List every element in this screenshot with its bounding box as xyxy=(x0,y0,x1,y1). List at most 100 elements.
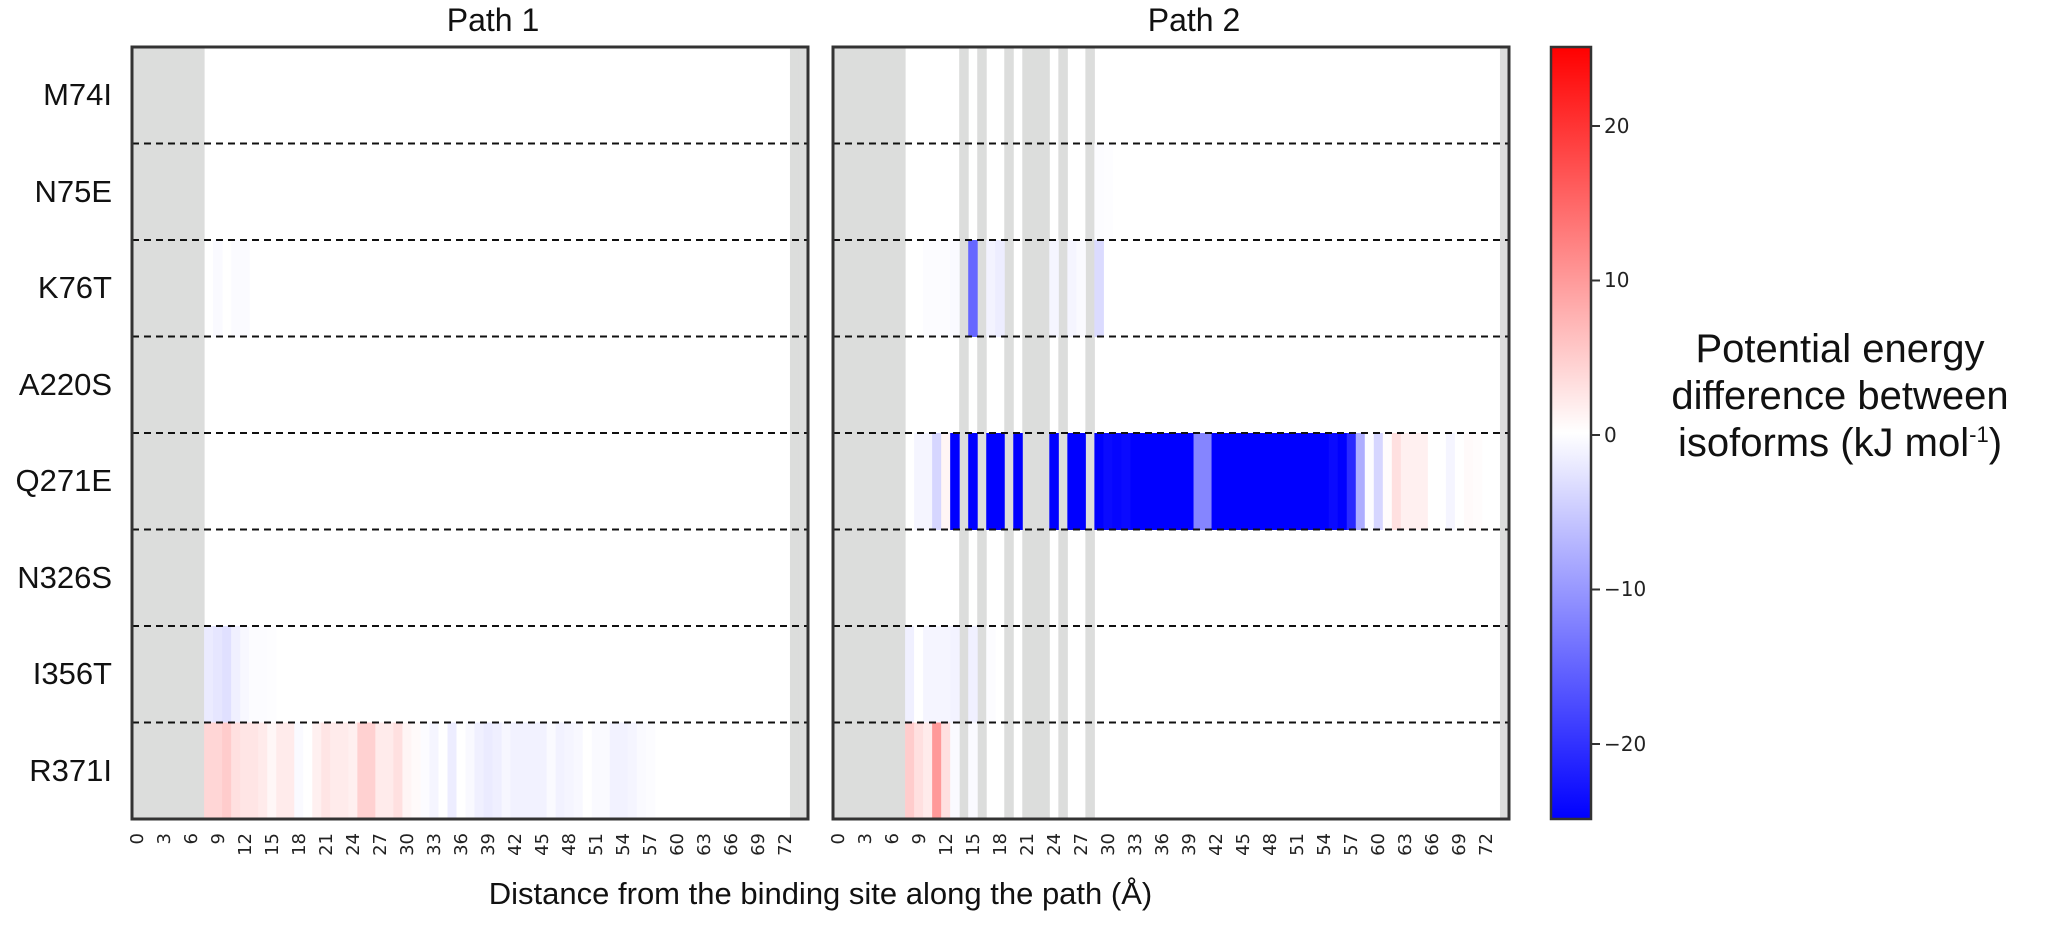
heatmap-cell xyxy=(1274,433,1285,530)
heatmap-cell xyxy=(1157,433,1167,530)
heatmap-cell xyxy=(1076,433,1086,530)
heatmap-cell xyxy=(1355,433,1366,530)
heatmap-cell xyxy=(366,722,376,820)
heatmap-cell xyxy=(240,626,250,723)
heatmap-cell xyxy=(357,722,367,820)
heatmap-cell xyxy=(564,722,575,820)
heatmap-cell xyxy=(1283,433,1294,530)
x-tick-label: 39 xyxy=(1179,833,1201,856)
x-tick-label: 9 xyxy=(207,833,229,845)
colorbar-tick: 20 xyxy=(1604,114,1630,138)
x-tick-label: 27 xyxy=(369,833,391,856)
heatmap-cell xyxy=(923,626,933,723)
colorbar-tick: 0 xyxy=(1604,423,1617,447)
heatmap-cell xyxy=(1130,433,1140,530)
heatmap-cell xyxy=(1382,433,1393,530)
heatmap-cell xyxy=(1292,433,1303,530)
nan-column xyxy=(896,47,906,819)
heatmap-cell xyxy=(1121,433,1131,530)
x-tick-label: 42 xyxy=(505,833,527,856)
x-tick-label: 48 xyxy=(559,833,581,856)
heatmap-cell xyxy=(914,722,924,820)
heatmap-cell xyxy=(1139,433,1149,530)
x-tick-label: 66 xyxy=(1422,833,1444,856)
heatmap-cell xyxy=(204,722,214,820)
heatmap-cell xyxy=(249,722,259,820)
heatmap-cell xyxy=(950,626,960,723)
heatmap-cell xyxy=(1193,433,1204,530)
nan-column xyxy=(1031,47,1041,819)
x-tick-label: 33 xyxy=(423,833,445,856)
heatmap-cell xyxy=(465,722,476,820)
heatmap-cell xyxy=(267,626,277,723)
heatmap-panel-path-2 xyxy=(831,45,1511,821)
heatmap-cell xyxy=(1256,433,1267,530)
x-tick-label: 0 xyxy=(827,833,849,845)
heatmap-cell xyxy=(923,433,933,530)
nan-column xyxy=(1040,47,1050,819)
x-tick-label: 24 xyxy=(1043,833,1065,856)
heatmap-cell xyxy=(213,722,223,820)
x-tick-label: 36 xyxy=(1151,833,1173,856)
x-tick-label: 72 xyxy=(775,833,797,856)
colorbar-tick: −20 xyxy=(1604,732,1647,756)
x-tick-label: 30 xyxy=(1097,833,1119,856)
heatmap-cell xyxy=(1310,433,1321,530)
heatmap-cell xyxy=(905,626,915,723)
x-tick-label: 3 xyxy=(153,833,175,845)
heatmap-cell xyxy=(1337,433,1348,530)
heatmap-cell xyxy=(429,722,439,820)
nan-column xyxy=(887,47,897,819)
heatmap-cell xyxy=(483,722,494,820)
heatmap-cell xyxy=(1175,433,1186,530)
heatmap-cell xyxy=(968,722,978,820)
row-label: K76T xyxy=(37,270,112,305)
heatmap-cell xyxy=(1391,433,1402,530)
heatmap-cell xyxy=(240,722,250,820)
x-tick-label: 21 xyxy=(315,833,337,856)
heatmap-cell xyxy=(932,433,942,530)
heatmap-cell xyxy=(456,722,466,820)
heatmap-cell xyxy=(950,240,960,337)
heatmap-cell xyxy=(519,722,530,820)
x-tick-label: 6 xyxy=(180,833,202,845)
heatmap-cell xyxy=(393,722,403,820)
x-tick-label: 63 xyxy=(694,833,716,856)
x-tick-label: 57 xyxy=(640,833,662,856)
heatmap-cell xyxy=(923,240,933,337)
heatmap-cell xyxy=(1364,433,1375,530)
heatmap-cell xyxy=(941,722,951,820)
x-tick-label: 33 xyxy=(1124,833,1146,856)
heatmap-cell xyxy=(321,722,331,820)
heatmap-panel-path-1 xyxy=(130,45,810,821)
heatmap-cell xyxy=(411,722,421,820)
heatmap-cell xyxy=(1103,143,1113,241)
heatmap-cell xyxy=(528,722,539,820)
nan-column xyxy=(186,47,196,819)
colorbar xyxy=(1549,45,1600,821)
colorbar-tick: −10 xyxy=(1604,577,1647,601)
x-tick-label: 45 xyxy=(1233,833,1255,856)
heatmap-cell xyxy=(1247,433,1258,530)
heatmap-cell xyxy=(1445,433,1456,530)
heatmap-cell xyxy=(231,722,241,820)
heatmap-cell xyxy=(312,722,322,820)
x-tick-label: 39 xyxy=(478,833,500,856)
heatmap-cell xyxy=(932,240,942,337)
nan-column xyxy=(1004,47,1014,819)
x-tick-label: 36 xyxy=(450,833,472,856)
heatmap-cell xyxy=(348,722,358,820)
x-tick-label: 27 xyxy=(1070,833,1092,856)
heatmap-cell xyxy=(986,240,996,337)
row-label: I356T xyxy=(32,656,112,691)
heatmap-cell xyxy=(339,722,349,820)
heatmap-cell xyxy=(932,722,942,820)
heatmap-cell xyxy=(1463,433,1474,530)
x-tick-label: 9 xyxy=(908,833,930,845)
heatmap-cell xyxy=(420,722,430,820)
heatmap-cell xyxy=(950,722,960,820)
x-axis-label: Distance from the binding site along the… xyxy=(488,876,1153,911)
heatmap-cell xyxy=(618,722,629,820)
heatmap-cell xyxy=(231,240,241,337)
